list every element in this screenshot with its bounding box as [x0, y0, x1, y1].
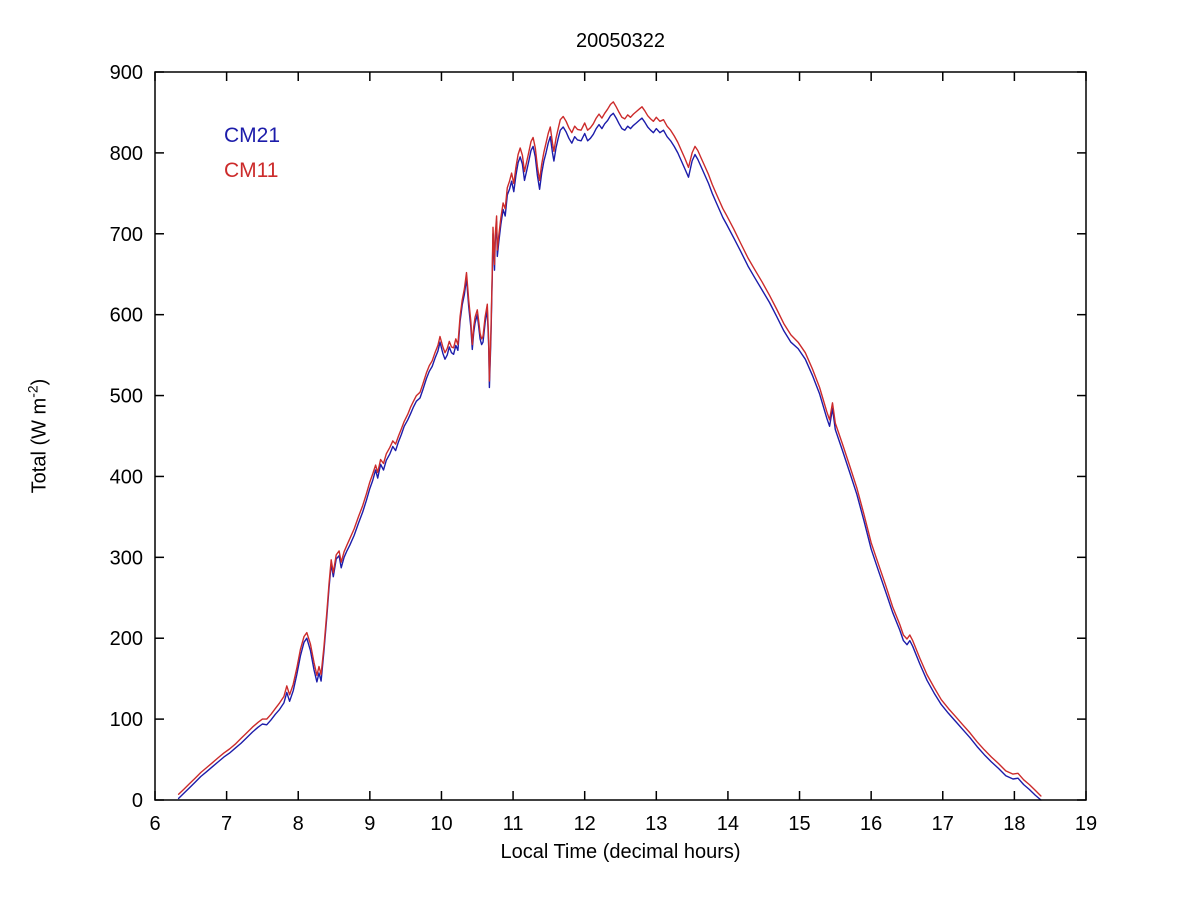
x-tick-label: 6: [149, 813, 160, 835]
y-tick-label: 800: [110, 143, 143, 165]
y-tick-label: 300: [110, 547, 143, 569]
y-tick-label: 100: [110, 709, 143, 731]
y-tick-label: 0: [132, 790, 143, 812]
series-line-cm21: [177, 112, 1042, 801]
y-tick-label: 400: [110, 466, 143, 488]
x-axis-label: Local Time (decimal hours): [500, 841, 741, 863]
y-tick-label: 700: [110, 224, 143, 246]
y-axis-label-superscript: -2: [24, 385, 41, 398]
legend-label-cm21: CM21: [224, 124, 281, 147]
x-tick-label: 19: [1075, 813, 1097, 835]
x-tick-label: 18: [1003, 813, 1025, 835]
series-line-cm11: [177, 101, 1042, 797]
y-tick-label: 900: [110, 62, 143, 84]
x-tick-label: 10: [430, 813, 452, 835]
chart-title: 20050322: [576, 30, 665, 52]
y-axis-label: Total (W m-2): [25, 379, 52, 494]
legend-label-cm11: CM11: [224, 159, 279, 182]
y-tick-label: 200: [110, 628, 143, 650]
y-axis-label-main: Total (W m: [28, 397, 51, 494]
y-axis-label-end: ): [28, 378, 51, 386]
x-tick-label: 15: [788, 813, 810, 835]
y-tick-label: 500: [110, 386, 143, 408]
x-tick-label: 11: [503, 813, 524, 835]
x-tick-label: 8: [293, 813, 304, 835]
x-tick-label: 14: [717, 813, 739, 835]
x-tick-label: 17: [932, 813, 954, 835]
x-tick-label: 13: [645, 813, 667, 835]
x-tick-label: 16: [860, 813, 882, 835]
y-tick-label: 600: [110, 305, 143, 327]
x-tick-label: 9: [364, 813, 375, 835]
x-tick-label: 7: [221, 813, 232, 835]
x-tick-label: 12: [574, 813, 596, 835]
axes-box: [154, 71, 1087, 801]
